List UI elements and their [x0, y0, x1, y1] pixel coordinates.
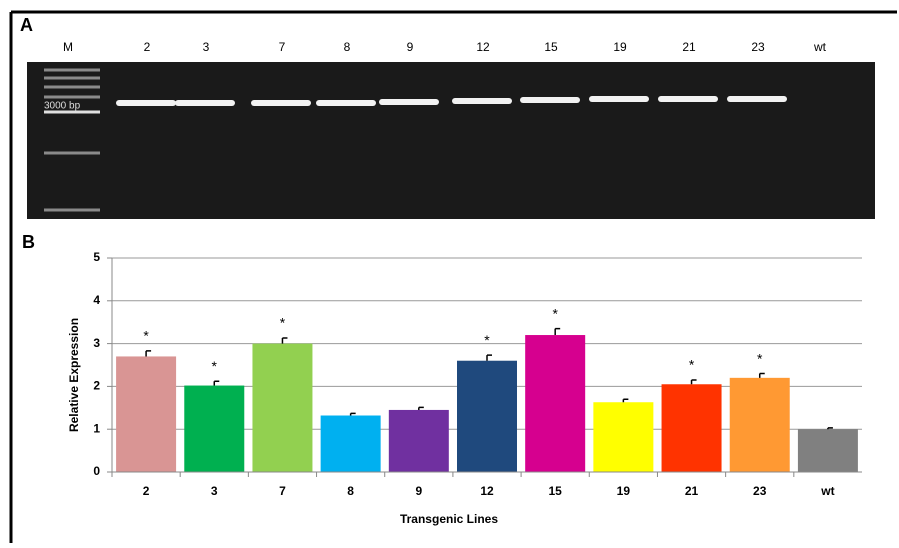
lane-label: 9	[407, 40, 414, 54]
ladder-band	[44, 152, 100, 155]
lane-label: 7	[279, 40, 286, 54]
bar	[525, 335, 585, 472]
ladder-band	[44, 96, 100, 99]
bar	[798, 429, 858, 472]
dna-band	[658, 96, 718, 102]
y-tick-label: 3	[93, 336, 100, 350]
x-tick-label: wt	[820, 484, 834, 498]
significance-mark: *	[484, 332, 490, 348]
figure: A 3000 bp B Transgenic Lines Relative Ex…	[0, 0, 899, 543]
panel-label: B	[22, 232, 35, 252]
dna-band	[452, 98, 512, 104]
error-bar	[351, 413, 356, 415]
bar	[730, 378, 790, 472]
lane-label: 15	[544, 40, 558, 54]
dna-band	[116, 100, 176, 106]
bar	[457, 361, 517, 472]
error-bar	[623, 399, 628, 402]
dna-band	[520, 97, 580, 103]
error-bar	[282, 338, 287, 344]
y-tick-label: 0	[93, 464, 100, 478]
x-tick-label: 23	[753, 484, 767, 498]
y-tick-label: 1	[93, 421, 100, 435]
dna-band	[316, 100, 376, 106]
bar	[593, 402, 653, 472]
lane-label: 21	[682, 40, 696, 54]
lane-label: 8	[344, 40, 351, 54]
bar	[662, 384, 722, 472]
lane-label: wt	[813, 40, 827, 54]
lane-label: 19	[613, 40, 627, 54]
y-axis-title: Relative Expression	[67, 318, 81, 432]
x-axis-title: Transgenic Lines	[400, 512, 498, 526]
marker-label: 3000 bp	[44, 101, 81, 112]
bar	[116, 356, 176, 472]
y-tick-label: 2	[93, 379, 100, 393]
ladder-band	[44, 209, 100, 212]
bar	[184, 386, 244, 472]
gel	[27, 62, 875, 219]
x-tick-label: 15	[549, 484, 563, 498]
significance-mark: *	[552, 305, 558, 321]
x-tick-label: 7	[279, 484, 286, 498]
x-tick-label: 21	[685, 484, 699, 498]
error-bar	[214, 381, 219, 385]
bar	[252, 344, 312, 472]
y-tick-label: 5	[93, 250, 100, 264]
significance-mark: *	[757, 350, 763, 366]
panel-label: A	[20, 15, 33, 35]
ladder-band	[44, 86, 100, 89]
ladder-band	[44, 69, 100, 72]
error-bar	[146, 351, 151, 357]
lane-label: 12	[476, 40, 490, 54]
error-bar	[555, 329, 560, 335]
dna-band	[251, 100, 311, 106]
error-bar	[692, 380, 697, 384]
dna-band	[727, 96, 787, 102]
error-bar	[487, 355, 492, 361]
lane-label: 2	[144, 40, 151, 54]
significance-mark: *	[143, 328, 149, 344]
y-tick-label: 4	[93, 293, 100, 307]
x-tick-label: 19	[617, 484, 631, 498]
x-tick-label: 9	[415, 484, 422, 498]
x-tick-label: 12	[480, 484, 494, 498]
dna-band	[175, 100, 235, 106]
error-bar	[419, 407, 424, 410]
x-tick-label: 2	[143, 484, 150, 498]
bar	[321, 416, 381, 472]
lane-label: M	[63, 40, 73, 54]
significance-mark: *	[280, 315, 286, 331]
dna-band	[379, 99, 439, 105]
ladder-band	[44, 77, 100, 80]
lane-label: 23	[751, 40, 765, 54]
x-tick-label: 8	[347, 484, 354, 498]
significance-mark: *	[212, 358, 218, 374]
significance-mark: *	[689, 357, 695, 373]
x-tick-label: 3	[211, 484, 218, 498]
lane-label: 3	[203, 40, 210, 54]
error-bar	[760, 374, 765, 378]
dna-band	[589, 96, 649, 102]
bar	[389, 410, 449, 472]
